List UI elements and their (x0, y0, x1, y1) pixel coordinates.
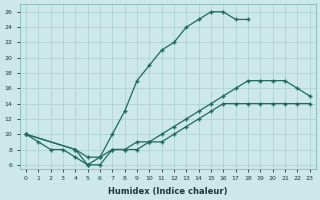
X-axis label: Humidex (Indice chaleur): Humidex (Indice chaleur) (108, 187, 228, 196)
